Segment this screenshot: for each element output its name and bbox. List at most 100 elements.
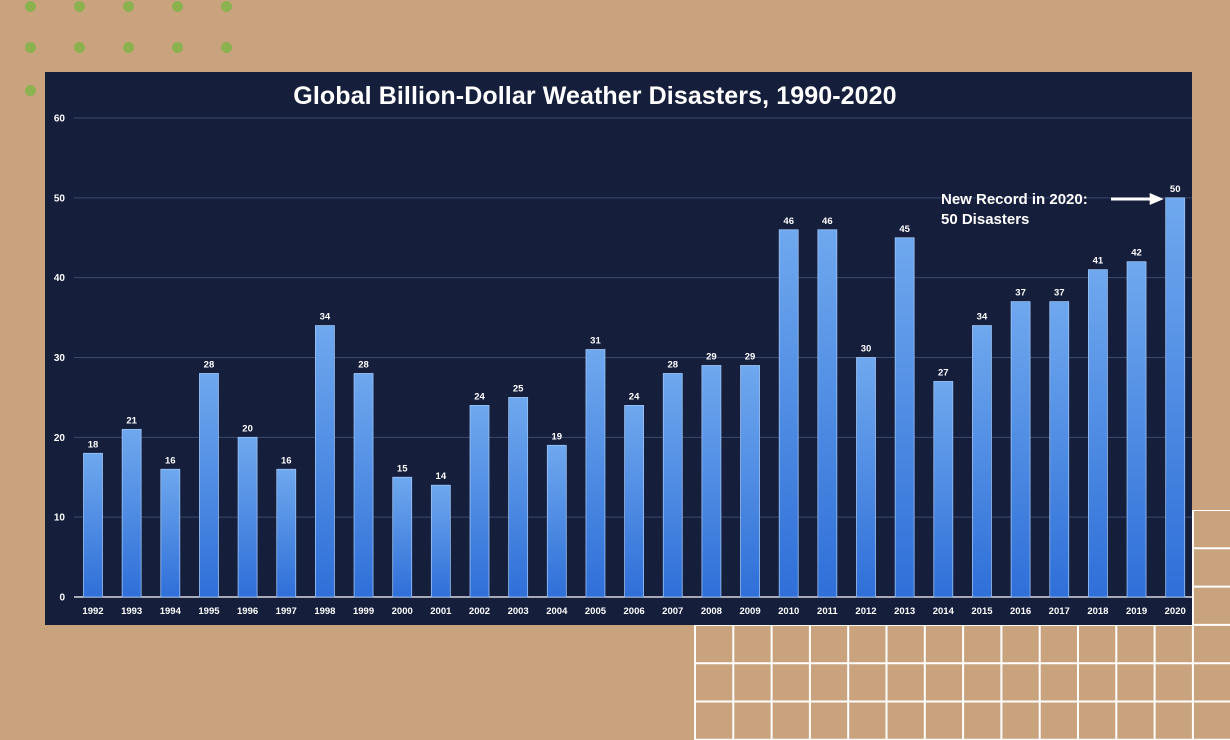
bar-value-label: 16 bbox=[281, 455, 292, 466]
bar-value-label: 18 bbox=[88, 439, 99, 450]
x-tick-label: 2007 bbox=[662, 606, 683, 617]
bar-value-label: 28 bbox=[667, 359, 678, 370]
bar-2018 bbox=[1088, 269, 1108, 598]
bar-1998 bbox=[314, 325, 335, 598]
x-tick-label: 2002 bbox=[469, 606, 490, 617]
x-tick-label: 1994 bbox=[160, 606, 182, 617]
x-tick-label: 2016 bbox=[1010, 606, 1031, 617]
x-tick-label: 2018 bbox=[1087, 606, 1108, 617]
x-tick-label: 2005 bbox=[585, 606, 607, 617]
bar-2006 bbox=[624, 404, 644, 598]
decorative-dot bbox=[74, 1, 85, 12]
bar-2000 bbox=[392, 476, 413, 598]
bar-value-label: 46 bbox=[822, 216, 833, 227]
bar-value-label: 37 bbox=[1054, 288, 1065, 299]
bar-value-label: 24 bbox=[474, 391, 485, 402]
bar-value-label: 34 bbox=[320, 312, 331, 323]
bar-2005 bbox=[585, 349, 606, 598]
bar-1995 bbox=[199, 373, 219, 598]
x-tick-label: 2001 bbox=[430, 606, 452, 617]
decorative-dot bbox=[123, 1, 134, 12]
bar-value-label: 42 bbox=[1131, 248, 1142, 259]
x-tick-label: 2000 bbox=[392, 606, 413, 617]
bar-value-label: 21 bbox=[126, 415, 137, 426]
x-tick-label: 1998 bbox=[314, 606, 335, 617]
x-tick-label: 1993 bbox=[121, 606, 142, 617]
bar-2010 bbox=[778, 229, 799, 598]
x-tick-label: 2013 bbox=[894, 606, 915, 617]
bar-2003 bbox=[508, 397, 529, 598]
x-tick-label: 2012 bbox=[855, 606, 876, 617]
bar-2001 bbox=[430, 484, 451, 598]
x-tick-label: 1995 bbox=[198, 606, 220, 617]
bar-value-label: 16 bbox=[165, 455, 176, 466]
green-dot-decoration bbox=[0, 0, 260, 110]
bar-value-label: 19 bbox=[552, 431, 563, 442]
x-tick-label: 2010 bbox=[778, 606, 799, 617]
x-tick-label: 2019 bbox=[1126, 606, 1147, 617]
bar-value-label: 46 bbox=[783, 216, 794, 227]
x-tick-label: 2004 bbox=[546, 606, 568, 617]
bar-value-label: 27 bbox=[938, 367, 949, 378]
x-tick-label: 2020 bbox=[1165, 606, 1186, 617]
y-tick-label: 10 bbox=[54, 513, 66, 524]
bar-value-label: 37 bbox=[1015, 288, 1026, 299]
annotation-arrow-head bbox=[1149, 193, 1164, 205]
bar-1999 bbox=[353, 373, 374, 598]
bar-2016 bbox=[1010, 301, 1031, 598]
bar-2017 bbox=[1049, 301, 1070, 598]
bar-value-label: 31 bbox=[590, 336, 601, 347]
bar-2011 bbox=[817, 229, 838, 598]
decorative-dot bbox=[172, 1, 183, 12]
x-tick-label: 2017 bbox=[1049, 606, 1070, 617]
bar-value-label: 20 bbox=[242, 423, 253, 434]
annotation-line-1: New Record in 2020: bbox=[941, 191, 1088, 208]
bar-2015 bbox=[972, 325, 992, 598]
bar-2014 bbox=[933, 381, 954, 598]
bar-2020 bbox=[1165, 197, 1186, 598]
x-tick-label: 2014 bbox=[933, 606, 955, 617]
bar-value-label: 28 bbox=[358, 359, 369, 370]
chart-panel: 0 10 20 30 40 50 60 18 21 16 28 20 16 34 28 15 14 24 25 19… bbox=[45, 72, 1192, 625]
decorative-dot bbox=[172, 42, 183, 53]
x-tick-label: 1997 bbox=[276, 606, 297, 617]
bar-value-label: 41 bbox=[1093, 256, 1104, 267]
y-tick-label: 50 bbox=[54, 193, 66, 204]
bar-2007 bbox=[662, 373, 683, 598]
bar-value-label: 24 bbox=[629, 391, 640, 402]
x-tick-label: 2015 bbox=[971, 606, 993, 617]
bar-value-label: 29 bbox=[745, 351, 756, 362]
x-tick-label: 2003 bbox=[508, 606, 529, 617]
bar-2004 bbox=[546, 444, 567, 598]
x-tick-label: 1999 bbox=[353, 606, 374, 617]
bar-value-label: 50 bbox=[1170, 184, 1181, 195]
bar-1992 bbox=[83, 452, 103, 598]
x-tick-label: 2009 bbox=[739, 606, 760, 617]
bar-value-label: 28 bbox=[204, 359, 215, 370]
bar-value-label: 34 bbox=[977, 312, 988, 323]
y-tick-label: 40 bbox=[54, 273, 66, 284]
bar-1994 bbox=[160, 468, 181, 598]
decorative-dot bbox=[25, 85, 36, 96]
bar-2009 bbox=[740, 365, 760, 598]
annotation-line-2: 50 Disasters bbox=[941, 211, 1030, 228]
decorative-dot bbox=[74, 42, 85, 53]
y-tick-label: 30 bbox=[54, 353, 66, 364]
bar-value-label: 29 bbox=[706, 351, 717, 362]
record-annotation: New Record in 2020: 50 Disasters bbox=[941, 190, 1088, 230]
bar-1996 bbox=[237, 436, 258, 598]
x-tick-label: 2008 bbox=[701, 606, 722, 617]
bar-2008 bbox=[701, 365, 722, 598]
bar-value-label: 25 bbox=[513, 383, 524, 394]
decorative-dot bbox=[221, 42, 232, 53]
x-tick-label: 2011 bbox=[817, 606, 838, 617]
bar-value-label: 14 bbox=[436, 471, 447, 482]
bar-2012 bbox=[856, 357, 876, 598]
bar-value-label: 15 bbox=[397, 463, 408, 474]
bar-value-label: 30 bbox=[861, 344, 872, 355]
decorative-dot bbox=[25, 1, 36, 12]
bar-1993 bbox=[121, 428, 142, 598]
decorative-dot bbox=[221, 1, 232, 12]
bar-2019 bbox=[1126, 261, 1147, 598]
